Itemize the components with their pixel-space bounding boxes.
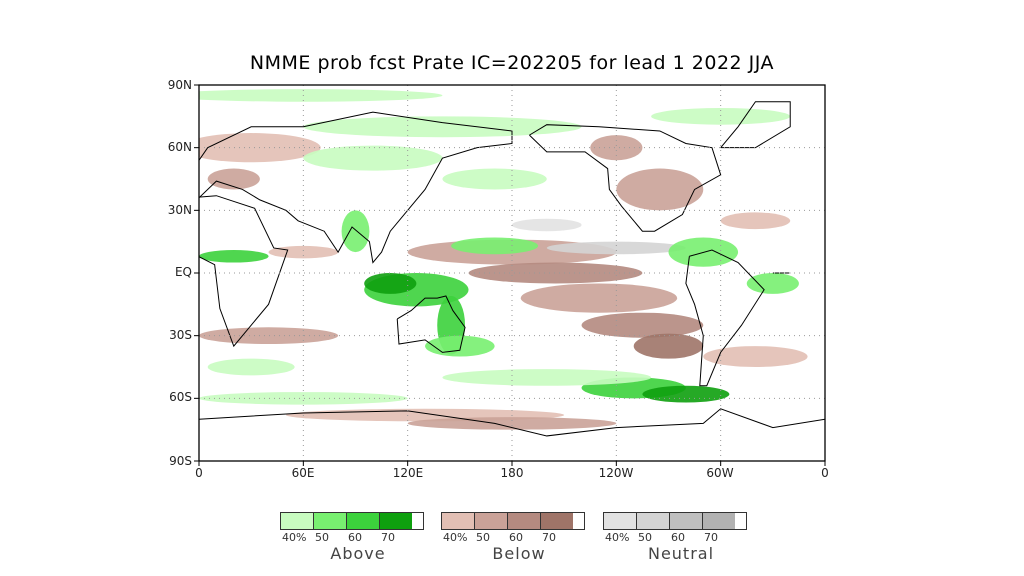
coastline <box>199 195 289 348</box>
legend-below: 40% 50 60 70 Below <box>441 512 585 563</box>
coastline <box>199 408 825 437</box>
legend-swatch <box>541 513 573 529</box>
lat-label: 60N <box>167 140 192 154</box>
lat-label: 30N <box>167 203 192 217</box>
legend-tick: 70 <box>704 531 718 544</box>
lon-label: 0 <box>195 466 203 480</box>
legend-tick: 40% <box>443 531 468 544</box>
legend-swatch <box>347 513 380 529</box>
legend-label: Neutral <box>647 544 715 563</box>
lat-label: EQ <box>174 265 192 279</box>
legend-swatch <box>314 513 347 529</box>
probability-region <box>616 168 704 211</box>
legend-tick: 70 <box>542 531 556 544</box>
legend-swatch <box>380 513 412 529</box>
probability-region <box>268 245 339 259</box>
probability-region <box>520 283 678 313</box>
lat-label: 90N <box>167 78 192 92</box>
legend-tick: 50 <box>476 531 490 544</box>
probability-region <box>651 107 791 125</box>
lon-label: 180 <box>500 466 524 480</box>
probability-region <box>199 250 269 263</box>
coastline <box>685 249 765 387</box>
legend-swatch <box>508 513 541 529</box>
lat-label: 90S <box>169 454 192 468</box>
legend-tick: 50 <box>638 531 652 544</box>
probability-region <box>590 135 643 161</box>
probability-region <box>746 273 799 294</box>
lon-label: 120E <box>392 466 424 480</box>
map-title: NMME prob fcst Prate IC=202205 for lead … <box>249 52 775 74</box>
legend-swatch <box>637 513 670 529</box>
legend-above: 40% 50 60 70 Above <box>280 512 424 563</box>
probability-region <box>199 392 408 405</box>
probability-region <box>303 116 582 138</box>
probability-region <box>303 145 443 171</box>
lat-label: 60S <box>169 390 192 404</box>
legend-label: Below <box>492 544 546 563</box>
legend-tick: 40% <box>282 531 307 544</box>
coastline <box>95 102 165 148</box>
probability-region <box>468 262 643 284</box>
coastline <box>0 125 95 232</box>
probability-region <box>199 89 443 102</box>
lon-label: 60E <box>291 466 315 480</box>
legend-tick: 40% <box>605 531 630 544</box>
probability-region <box>703 346 808 367</box>
lon-label: 0 <box>821 466 829 480</box>
probability-region <box>581 312 704 338</box>
legend-swatch <box>281 513 314 529</box>
legend-tick: 60 <box>348 531 362 544</box>
legend-swatch <box>670 513 703 529</box>
coastline <box>720 101 791 149</box>
coastline <box>529 124 722 232</box>
coastline <box>60 250 138 386</box>
legend-neutral: 40% 50 60 70 Neutral <box>603 512 747 563</box>
legend-label: Above <box>330 544 386 563</box>
coastline <box>396 295 466 353</box>
legend-swatch <box>604 513 637 529</box>
probability-region <box>341 210 370 253</box>
probability-region <box>199 327 339 345</box>
probability-region <box>442 369 652 386</box>
probability-shading <box>199 89 808 430</box>
legend-swatch <box>442 513 475 529</box>
legend-tick: 70 <box>381 531 395 544</box>
legend-tick: 60 <box>509 531 523 544</box>
coastline <box>199 419 200 420</box>
probability-region <box>546 241 686 255</box>
lon-label: 120W <box>598 466 634 480</box>
legend-swatch <box>703 513 735 529</box>
probability-region <box>207 168 260 190</box>
probability-region <box>451 237 539 255</box>
probability-region <box>633 333 704 359</box>
lon-label: 60W <box>706 466 734 480</box>
legend-swatch <box>475 513 508 529</box>
probability-region <box>512 218 582 232</box>
probability-region <box>364 273 417 294</box>
probability-region <box>642 385 730 403</box>
probability-region <box>720 212 791 230</box>
legend-tick: 50 <box>315 531 329 544</box>
probability-region <box>442 168 547 190</box>
tick-marks <box>194 84 826 466</box>
probability-region <box>407 417 617 430</box>
lat-label: 30S <box>169 328 192 342</box>
probability-region <box>207 358 295 376</box>
legend-tick: 60 <box>671 531 685 544</box>
probability-region <box>425 335 495 357</box>
